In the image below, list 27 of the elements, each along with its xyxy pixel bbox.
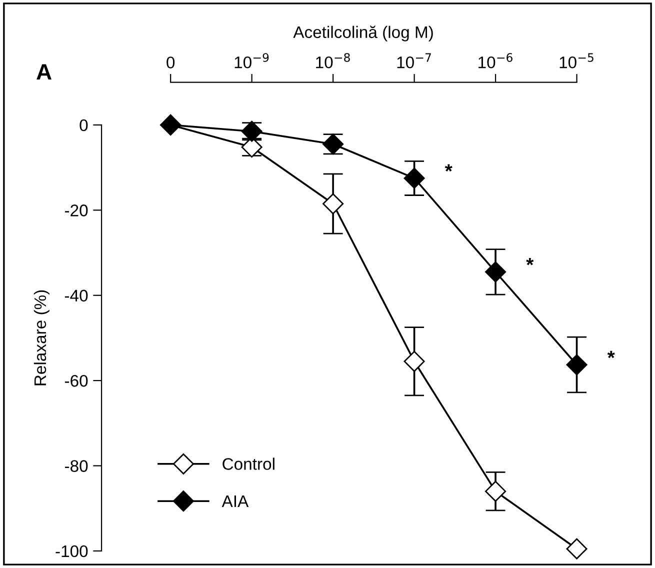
y-tick-label: -80 xyxy=(64,460,88,472)
point xyxy=(485,261,506,282)
text: A xyxy=(36,64,52,80)
annotation: * xyxy=(607,350,615,358)
point xyxy=(404,350,425,372)
point xyxy=(322,193,344,214)
y-tick-label: -40 xyxy=(64,290,88,302)
x-tick-label: 10$^{−5}$ xyxy=(560,53,594,68)
point xyxy=(566,538,588,560)
x-tick-label: 10$^{−7}$ xyxy=(397,53,431,68)
x-tick-label: 10$^{−8}$ xyxy=(316,53,350,68)
y-tick-label: -100 xyxy=(56,545,88,558)
annotation: * xyxy=(444,164,452,172)
legend-label: Control xyxy=(222,458,274,470)
x-axis-title: Acetilcolină (log M) xyxy=(293,26,433,42)
point xyxy=(404,168,425,189)
x-tick-label: 10$^{−6}$ xyxy=(478,53,512,68)
y-axis-title: Relaxare (%) xyxy=(34,290,50,386)
y-tick-label: -20 xyxy=(64,204,88,216)
y-tick-label: 0 xyxy=(80,119,88,132)
legend-label: AIA xyxy=(222,495,249,507)
point xyxy=(485,480,506,502)
annotation: * xyxy=(526,258,534,266)
y-tick-label: -60 xyxy=(64,374,88,387)
x-tick-label: 10$^{−9}$ xyxy=(234,53,269,68)
x-tick-label: 0 xyxy=(166,56,175,68)
point xyxy=(566,354,588,376)
